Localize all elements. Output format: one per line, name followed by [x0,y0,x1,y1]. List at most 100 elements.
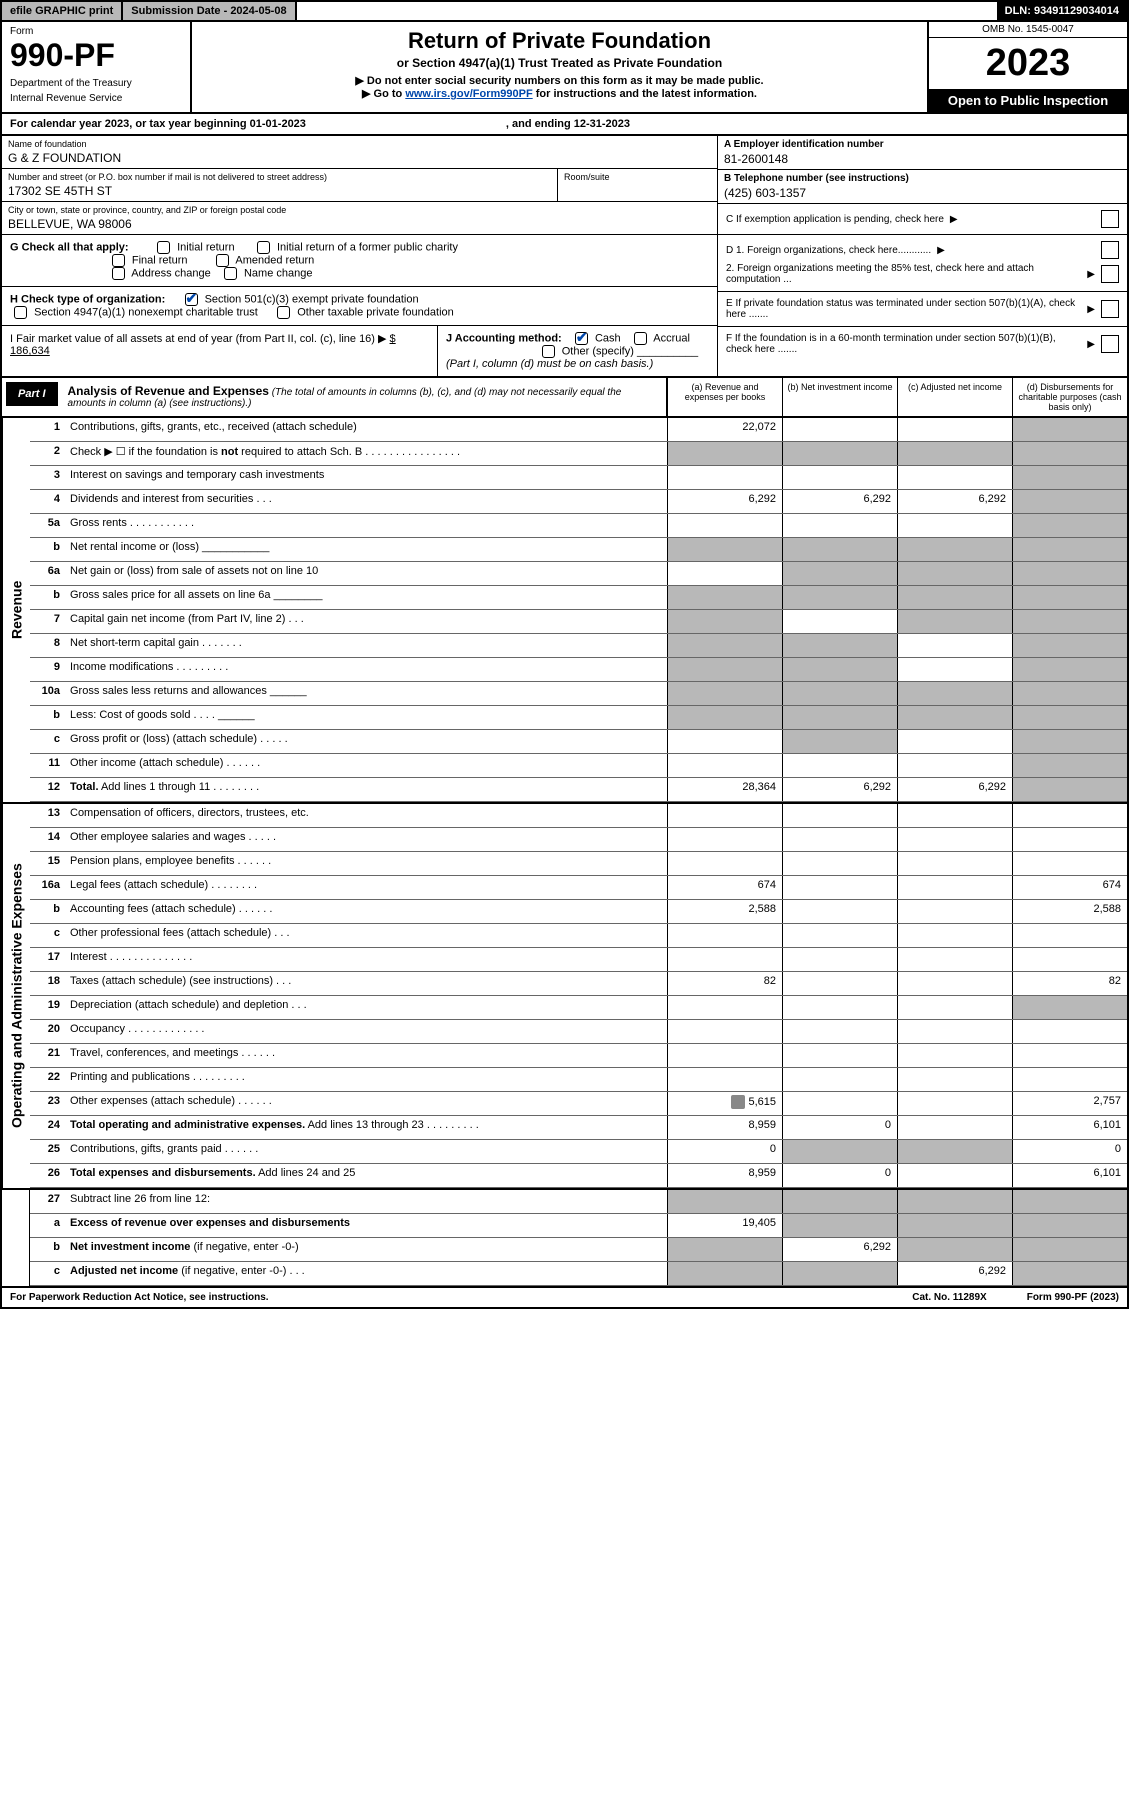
city: BELLEVUE, WA 98006 [8,217,711,231]
table-row: 16aLegal fees (attach schedule) . . . . … [30,876,1127,900]
col-a: 674 [667,876,782,899]
efile-label[interactable]: efile GRAPHIC print [2,2,123,20]
col-d [1012,1214,1127,1237]
col-c [897,1116,1012,1139]
address: 17302 SE 45TH ST [8,184,551,198]
col-b [782,852,897,875]
blank-side [2,1190,30,1286]
row-desc: Occupancy . . . . . . . . . . . . . [66,1020,667,1043]
accrual-checkbox[interactable] [634,332,647,345]
cash-checkbox[interactable] [575,332,588,345]
table-row: 19Depreciation (attach schedule) and dep… [30,996,1127,1020]
col-c [897,876,1012,899]
expense-side-label: Operating and Administrative Expenses [2,804,30,1188]
amended-return-checkbox[interactable] [216,254,229,267]
final-return-checkbox[interactable] [112,254,125,267]
form-title: Return of Private Foundation [198,28,921,54]
f-checkbox[interactable] [1101,335,1119,353]
501c3-checkbox[interactable] [185,293,198,306]
col-b [782,1262,897,1285]
c-cell: C If exemption application is pending, c… [718,204,1127,235]
table-row: 11Other income (attach schedule) . . . .… [30,754,1127,778]
col-b [782,876,897,899]
row-num: 17 [30,948,66,971]
c-checkbox[interactable] [1101,210,1119,228]
col-d [1012,442,1127,465]
col-b: 0 [782,1116,897,1139]
table-row: bAccounting fees (attach schedule) . . .… [30,900,1127,924]
other-taxable-checkbox[interactable] [277,306,290,319]
b-label: B Telephone number (see instructions) [724,173,909,184]
table-row: cAdjusted net income (if negative, enter… [30,1262,1127,1286]
table-row: bGross sales price for all assets on lin… [30,586,1127,610]
e-cell: E If private foundation status was termi… [718,292,1127,327]
col-c: 6,292 [897,778,1012,801]
row-num: 25 [30,1140,66,1163]
public-inspection: Open to Public Inspection [929,89,1127,112]
foundation-name: G & Z FOUNDATION [8,151,711,165]
col-a: 0 [667,1140,782,1163]
col-a: 5,615 [667,1092,782,1115]
i-cell: I Fair market value of all assets at end… [2,326,437,376]
row-desc: Printing and publications . . . . . . . … [66,1068,667,1091]
row-num: c [30,924,66,947]
d2-label: 2. Foreign organizations meeting the 85%… [726,263,1081,285]
row-desc: Net gain or (loss) from sale of assets n… [66,562,667,585]
d2-checkbox[interactable] [1101,265,1119,283]
col-c [897,996,1012,1019]
instr2-post: for instructions and the latest informat… [533,88,757,100]
initial-return-checkbox[interactable] [157,241,170,254]
col-a [667,1020,782,1043]
row-desc: Travel, conferences, and meetings . . . … [66,1044,667,1067]
j-cash: Cash [595,332,621,344]
submission-date: Submission Date - 2024-05-08 [123,2,296,20]
g-initial: Initial return [177,241,234,253]
part1-desc: Analysis of Revenue and Expenses (The to… [62,378,666,415]
row-desc: Other professional fees (attach schedule… [66,924,667,947]
initial-former-checkbox[interactable] [257,241,270,254]
phone-cell: B Telephone number (see instructions) (4… [718,170,1127,204]
col-a: 2,588 [667,900,782,923]
column-headers: (a) Revenue and expenses per books (b) N… [666,378,1127,416]
instr-line2: ▶ Go to www.irs.gov/Form990PF for instru… [198,87,921,100]
row-num: b [30,538,66,561]
addr-label: Number and street (or P.O. box number if… [8,172,551,182]
address-change-checkbox[interactable] [112,267,125,280]
attachment-icon[interactable] [731,1095,745,1109]
omb-number: OMB No. 1545-0047 [929,22,1127,38]
col-a [667,1190,782,1213]
row-desc: Compensation of officers, directors, tru… [66,804,667,827]
j-accrual: Accrual [653,332,690,344]
col-b [782,972,897,995]
other-method-checkbox[interactable] [542,345,555,358]
form-number-box: Form 990-PF Department of the Treasury I… [2,22,192,112]
col-c [897,1068,1012,1091]
col-c [897,900,1012,923]
revenue-grid: Revenue 1Contributions, gifts, grants, e… [0,418,1129,804]
row-desc: Net investment income (if negative, ente… [66,1238,667,1261]
room-label: Room/suite [564,172,711,182]
row-num: c [30,730,66,753]
table-row: 26Total expenses and disbursements. Add … [30,1164,1127,1188]
city-label: City or town, state or province, country… [8,205,711,215]
d1-checkbox[interactable] [1101,241,1119,259]
4947-checkbox[interactable] [14,306,27,319]
col-d [1012,418,1127,441]
revenue-side-label: Revenue [2,418,30,802]
col-d: 2,757 [1012,1092,1127,1115]
row-desc: Excess of revenue over expenses and disb… [66,1214,667,1237]
table-row: 23Other expenses (attach schedule) . . .… [30,1092,1127,1116]
col-d [1012,730,1127,753]
row-desc: Capital gain net income (from Part IV, l… [66,610,667,633]
name-change-checkbox[interactable] [224,267,237,280]
form-header: Form 990-PF Department of the Treasury I… [0,22,1129,114]
col-b [782,658,897,681]
row-desc: Depreciation (attach schedule) and deple… [66,996,667,1019]
col-d [1012,996,1127,1019]
form-link[interactable]: www.irs.gov/Form990PF [405,88,532,100]
row-desc: Total operating and administrative expen… [66,1116,667,1139]
col-a: 6,292 [667,490,782,513]
col-a [667,1262,782,1285]
e-checkbox[interactable] [1101,300,1119,318]
row-num: b [30,586,66,609]
